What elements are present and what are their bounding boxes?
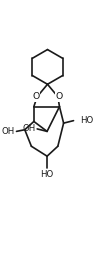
Text: O: O — [55, 92, 62, 101]
Text: OH: OH — [2, 127, 15, 136]
Text: HO: HO — [80, 116, 93, 125]
Text: OH: OH — [22, 124, 36, 133]
Text: O: O — [33, 92, 40, 101]
Text: HO: HO — [40, 170, 54, 179]
